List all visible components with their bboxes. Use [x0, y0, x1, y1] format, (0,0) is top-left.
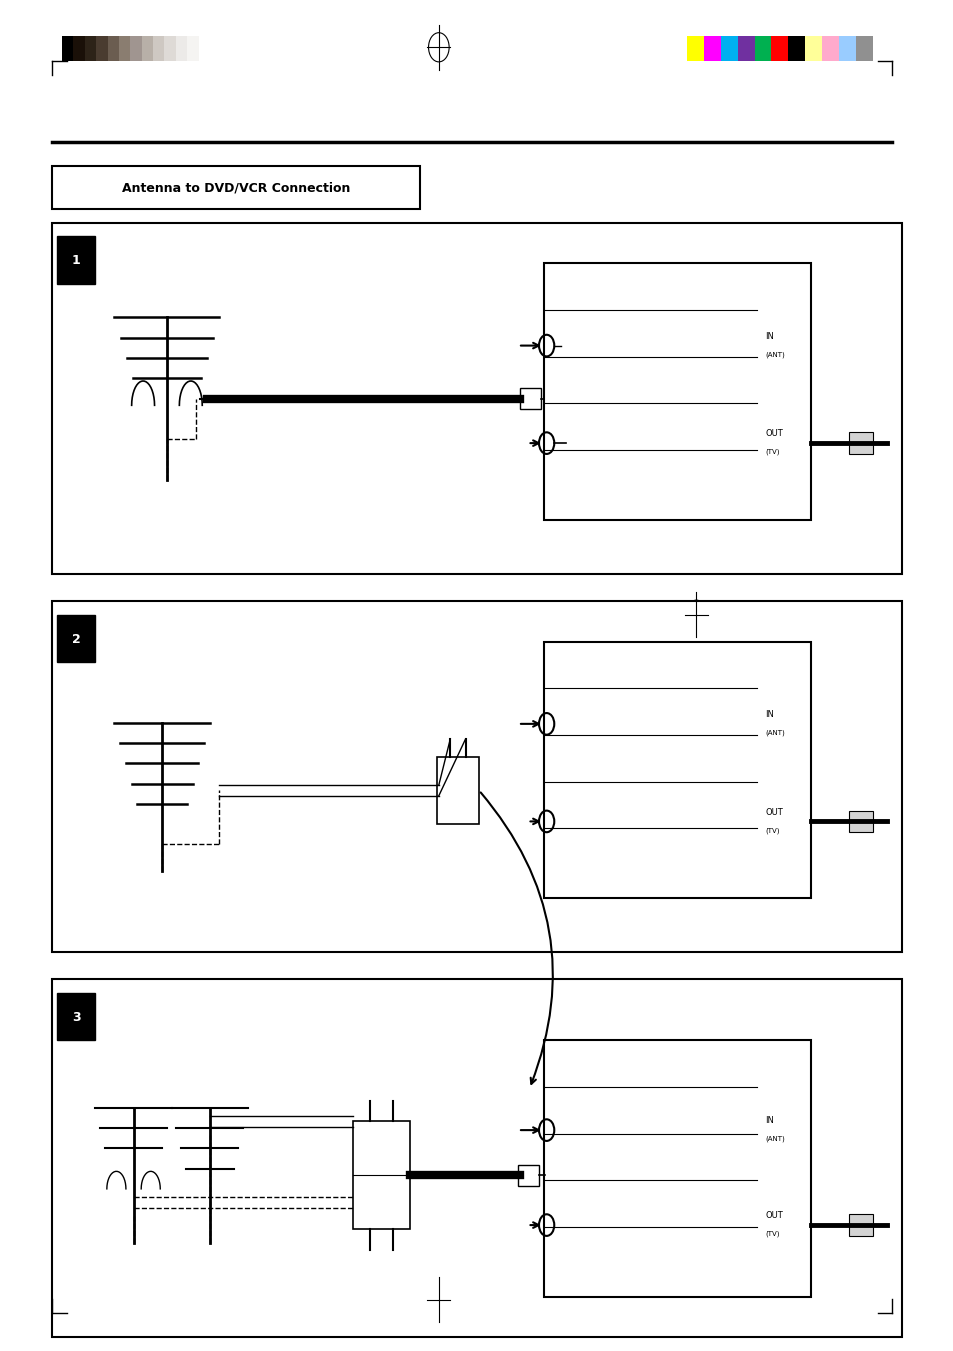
Bar [353, 1121, 410, 1229]
Text: 2: 2 [71, 632, 81, 646]
Bar [119, 36, 131, 61]
Text: IN: IN [764, 711, 774, 719]
Bar [187, 36, 198, 61]
Bar [152, 36, 164, 61]
Bar [754, 36, 771, 61]
Bar [52, 166, 419, 209]
Text: (ANT): (ANT) [764, 730, 784, 736]
Text: Antenna to DVD/VCR Connection: Antenna to DVD/VCR Connection [122, 181, 350, 195]
Bar [52, 601, 901, 952]
Text: 1: 1 [71, 254, 81, 267]
Bar [175, 36, 187, 61]
Bar [85, 36, 96, 61]
Bar [198, 36, 210, 61]
Bar [108, 36, 119, 61]
Bar [737, 36, 754, 61]
Bar [62, 36, 73, 61]
Bar [821, 36, 839, 61]
Bar [73, 36, 85, 61]
Bar [131, 36, 141, 61]
Text: IN: IN [764, 332, 774, 340]
Bar [543, 642, 810, 898]
Bar [543, 263, 810, 520]
Text: (TV): (TV) [764, 1231, 780, 1238]
Bar [52, 979, 901, 1337]
Bar [686, 36, 703, 61]
Bar [57, 615, 95, 662]
Bar [517, 1165, 538, 1186]
Bar [57, 993, 95, 1040]
Bar [787, 36, 804, 61]
Text: IN: IN [764, 1116, 774, 1125]
Text: (TV): (TV) [764, 449, 780, 455]
Bar [436, 757, 478, 824]
Text: (ANT): (ANT) [764, 351, 784, 358]
Text: (ANT): (ANT) [764, 1136, 784, 1143]
Bar [164, 36, 175, 61]
Text: 3: 3 [71, 1011, 81, 1024]
Bar [720, 36, 737, 61]
Bar [839, 36, 855, 61]
Bar [848, 432, 872, 454]
Text: OUT: OUT [764, 430, 782, 438]
Bar [703, 36, 720, 61]
Bar [848, 1215, 872, 1236]
Bar [52, 223, 901, 574]
Text: OUT: OUT [764, 808, 782, 816]
Bar [543, 1040, 810, 1297]
Text: OUT: OUT [764, 1212, 782, 1220]
Bar [96, 36, 108, 61]
Bar [141, 36, 152, 61]
Bar [804, 36, 821, 61]
Bar [848, 811, 872, 832]
Bar [519, 388, 540, 409]
Bar [771, 36, 787, 61]
Bar [57, 236, 95, 284]
Bar [855, 36, 872, 61]
Text: (TV): (TV) [764, 827, 780, 834]
